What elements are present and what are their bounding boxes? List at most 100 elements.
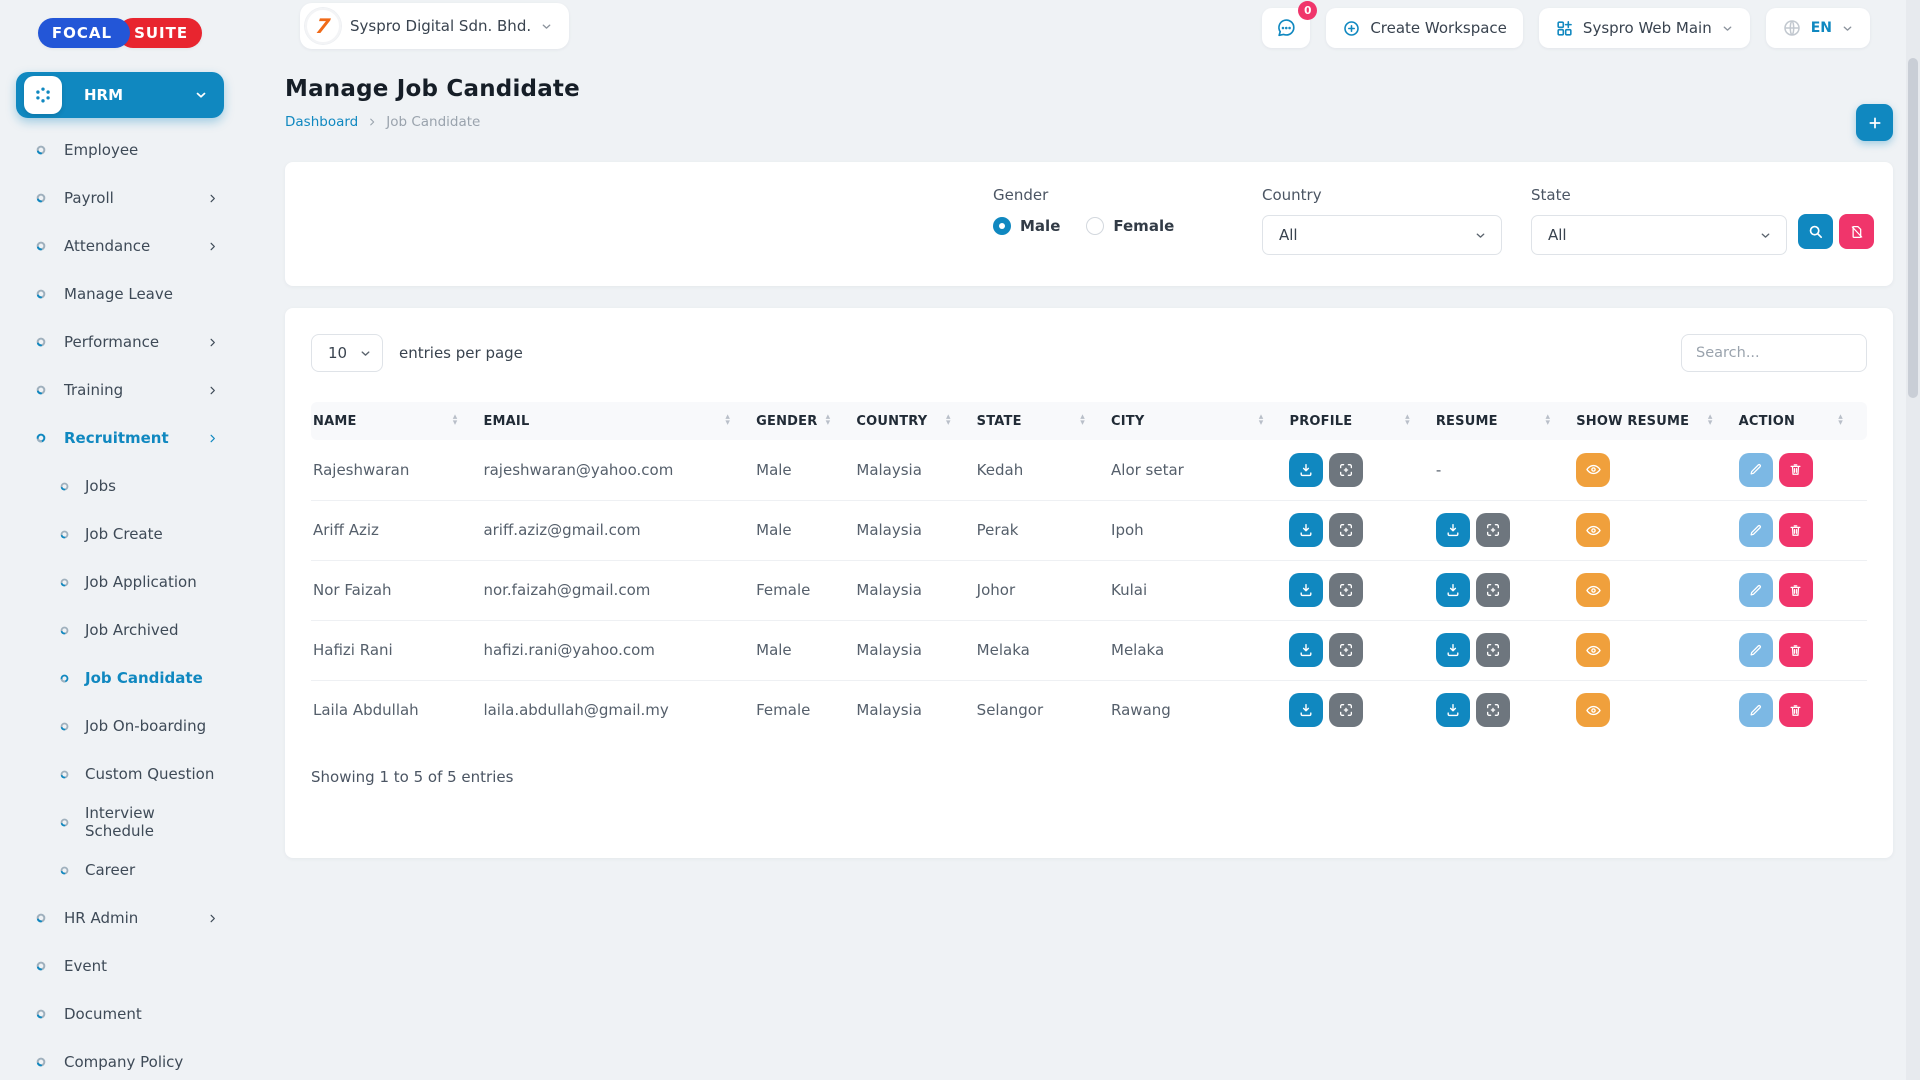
sidebar-item-document[interactable]: Document (0, 990, 240, 1038)
column-header-country[interactable]: COUNTRY▴▾ (854, 402, 974, 440)
profile-download-button[interactable] (1289, 693, 1323, 727)
column-header-state[interactable]: STATE▴▾ (975, 402, 1109, 440)
resume-view-button[interactable] (1476, 573, 1510, 607)
chat-badge: 0 (1298, 1, 1317, 20)
sidebar-item-manage-leave[interactable]: Manage Leave (0, 270, 240, 318)
language-selector[interactable]: EN (1766, 8, 1870, 48)
resume-download-button[interactable] (1436, 633, 1470, 667)
cell-city: Alor setar (1109, 440, 1287, 500)
scrollbar-thumb[interactable] (1908, 58, 1918, 398)
sidebar-item-company-policy[interactable]: Company Policy (0, 1038, 240, 1080)
profile-view-button[interactable] (1329, 453, 1363, 487)
chat-button[interactable]: 0 (1262, 8, 1310, 48)
table-footer-summary: Showing 1 to 5 of 5 entries (311, 768, 1867, 786)
edit-button[interactable] (1739, 693, 1773, 727)
show-resume-button[interactable] (1576, 633, 1610, 667)
company-selector[interactable]: 7 Syspro Digital Sdn. Bhd. (300, 3, 569, 49)
gender-female-option[interactable]: Female (1086, 217, 1174, 235)
sidebar-item-job-candidate[interactable]: Job Candidate (0, 654, 240, 702)
sidebar-item-custom-question[interactable]: Custom Question (0, 750, 240, 798)
show-resume-button[interactable] (1576, 513, 1610, 547)
globe-icon (1782, 18, 1802, 38)
sidebar-item-attendance[interactable]: Attendance (0, 222, 240, 270)
resume-download-button[interactable] (1436, 573, 1470, 607)
resume-view-button[interactable] (1476, 633, 1510, 667)
profile-download-button[interactable] (1289, 453, 1323, 487)
filter-actions (1798, 214, 1874, 249)
topbar-actions: 0 Create Workspace Syspro Web Main (1262, 8, 1870, 48)
profile-view-button[interactable] (1329, 513, 1363, 547)
column-header-action[interactable]: ACTION▴▾ (1737, 402, 1867, 440)
column-header-gender[interactable]: GENDER▴▾ (754, 402, 854, 440)
sidebar-item-performance[interactable]: Performance (0, 318, 240, 366)
entries-per-page-select[interactable]: 10 (311, 334, 383, 372)
profile-view-button[interactable] (1329, 573, 1363, 607)
sidebar-item-training[interactable]: Training (0, 366, 240, 414)
column-header-city[interactable]: CITY▴▾ (1109, 402, 1287, 440)
resume-view-button[interactable] (1476, 513, 1510, 547)
edit-button[interactable] (1739, 513, 1773, 547)
workspace-selector[interactable]: Syspro Web Main (1539, 8, 1750, 48)
profile-download-button[interactable] (1289, 633, 1323, 667)
sort-icon: ▴▾ (1080, 415, 1085, 426)
profile-view-button[interactable] (1329, 633, 1363, 667)
breadcrumb-dashboard-link[interactable]: Dashboard (285, 114, 358, 130)
sidebar-item-interview-schedule[interactable]: Interview Schedule (0, 798, 240, 846)
sidebar-section-hrm[interactable]: HRM (16, 72, 224, 118)
sidebar-item-job-application[interactable]: Job Application (0, 558, 240, 606)
sidebar-item-payroll[interactable]: Payroll (0, 174, 240, 222)
state-select[interactable]: All (1531, 215, 1787, 255)
cell-email: rajeshwaran@yahoo.com (481, 440, 754, 500)
profile-download-button[interactable] (1289, 513, 1323, 547)
cell-state: Melaka (975, 620, 1109, 680)
show-resume-button[interactable] (1576, 453, 1610, 487)
bullet-icon (36, 289, 46, 299)
resume-download-button[interactable] (1436, 513, 1470, 547)
table-search-input[interactable] (1681, 334, 1867, 372)
delete-button[interactable] (1779, 633, 1813, 667)
edit-button[interactable] (1739, 573, 1773, 607)
sidebar-item-job-create[interactable]: Job Create (0, 510, 240, 558)
sidebar-item-job-archived[interactable]: Job Archived (0, 606, 240, 654)
column-header-email[interactable]: EMAIL▴▾ (481, 402, 754, 440)
sidebar-item-employee[interactable]: Employee (0, 126, 240, 174)
profile-download-button[interactable] (1289, 573, 1323, 607)
country-select[interactable]: All (1262, 215, 1502, 255)
chevron-right-icon (207, 433, 218, 444)
add-candidate-button[interactable] (1856, 104, 1893, 141)
sidebar-item-career[interactable]: Career (0, 846, 240, 894)
sidebar-item-event[interactable]: Event (0, 942, 240, 990)
chevron-right-icon (207, 241, 218, 252)
gender-male-option[interactable]: Male (993, 217, 1060, 235)
show-resume-button[interactable] (1576, 573, 1610, 607)
filter-reset-button[interactable] (1839, 214, 1874, 249)
edit-button[interactable] (1739, 633, 1773, 667)
resume-empty: - (1436, 461, 1441, 479)
column-header-resume[interactable]: RESUME▴▾ (1434, 402, 1574, 440)
table-header-row: NAME▴▾ EMAIL▴▾ GENDER▴▾ COUNTRY▴▾ STATE▴… (311, 402, 1867, 440)
filter-panel: Gender Male Female Country All (285, 162, 1893, 286)
edit-button[interactable] (1739, 453, 1773, 487)
delete-button[interactable] (1779, 693, 1813, 727)
cell-name: Rajeshwaran (311, 440, 481, 500)
delete-button[interactable] (1779, 513, 1813, 547)
page-scrollbar[interactable] (1906, 0, 1920, 1080)
sidebar-item-recruitment[interactable]: Recruitment (0, 414, 240, 462)
filter-search-button[interactable] (1798, 214, 1833, 249)
sidebar-item-hr-admin[interactable]: HR Admin (0, 894, 240, 942)
create-workspace-button[interactable]: Create Workspace (1326, 8, 1523, 48)
sidebar-item-jobs[interactable]: Jobs (0, 462, 240, 510)
delete-button[interactable] (1779, 453, 1813, 487)
profile-view-button[interactable] (1329, 693, 1363, 727)
column-header-name[interactable]: NAME▴▾ (311, 402, 481, 440)
column-header-profile[interactable]: PROFILE▴▾ (1287, 402, 1433, 440)
sort-icon: ▴▾ (946, 415, 951, 426)
cell-show-resume (1574, 500, 1736, 560)
delete-button[interactable] (1779, 573, 1813, 607)
resume-download-button[interactable] (1436, 693, 1470, 727)
column-header-show-resume[interactable]: SHOW RESUME▴▾ (1574, 402, 1736, 440)
resume-view-button[interactable] (1476, 693, 1510, 727)
show-resume-button[interactable] (1576, 693, 1610, 727)
sidebar-item-job-onboarding[interactable]: Job On-boarding (0, 702, 240, 750)
bullet-icon (36, 145, 46, 155)
